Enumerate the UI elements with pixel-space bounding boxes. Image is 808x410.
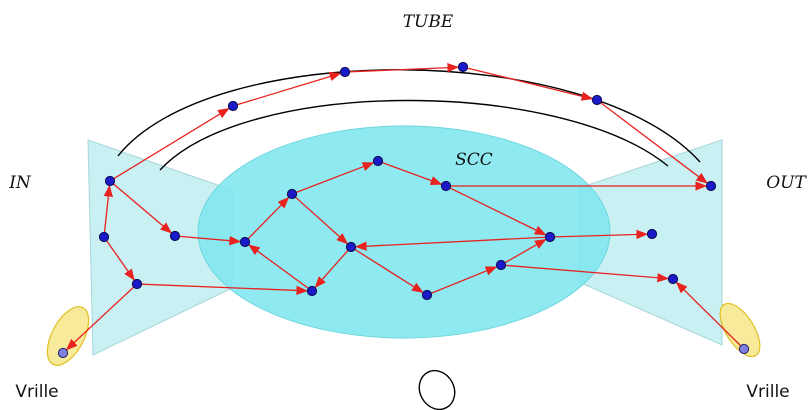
node-tube_4	[591, 94, 603, 106]
edge-scc_i-to-scc_g	[504, 238, 547, 264]
edge-scc_f-to-scc_e	[314, 250, 349, 289]
node-tendril_left_node	[57, 347, 69, 359]
edge-tube_2-to-tube_3	[349, 62, 460, 73]
tendril-right-blob	[719, 302, 761, 358]
edges-layer	[65, 62, 742, 351]
tendril-right-label: Vrille	[746, 382, 789, 402]
node-out_bottom	[667, 273, 679, 285]
tendril-left-blob	[46, 306, 90, 366]
node-out_top	[705, 180, 717, 192]
scc-label: SCC	[455, 150, 493, 170]
edge-in_left-to-in_bottom	[106, 240, 135, 281]
edge-in_bottom-to-tendril_left_node	[65, 286, 135, 351]
node-in_left	[98, 231, 110, 243]
edge-scc_c-to-scc_d	[382, 161, 443, 185]
nodes-layer	[57, 61, 750, 359]
edge-tube_1-to-tube_2	[237, 72, 342, 106]
edge-scc_i-to-out_bottom	[505, 264, 670, 283]
edge-in_bottom-to-scc_e	[141, 283, 309, 296]
edge-scc_b-to-scc_f	[294, 196, 349, 245]
edge-scc_e-to-scc_a	[248, 244, 309, 289]
tendril-left-label: Vrille	[15, 382, 58, 402]
node-scc_a	[239, 236, 251, 248]
in-label: IN	[8, 173, 32, 193]
edge-scc_a-to-scc_b	[247, 196, 290, 240]
edge-tendril_right_node-to-out_bottom	[675, 281, 742, 347]
node-scc_b	[286, 188, 298, 200]
edge-scc_f-to-scc_h	[354, 248, 424, 293]
edge-in_left-to-in_top	[103, 184, 113, 233]
node-scc_e	[306, 285, 318, 297]
node-scc_i	[495, 259, 507, 271]
edge-in_mid-to-scc_a	[179, 235, 242, 246]
node-scc_h	[421, 289, 433, 301]
node-scc_d	[440, 180, 452, 192]
scc-region	[197, 125, 611, 339]
node-scc_f	[345, 241, 357, 253]
tube-label: TUBE	[403, 12, 454, 32]
node-scc_c	[372, 155, 384, 167]
node-tube_1	[227, 100, 239, 112]
node-out_mid	[646, 228, 658, 240]
edge-in_top-to-in_mid	[113, 183, 172, 234]
node-in_mid	[169, 230, 181, 242]
node-tube_3	[457, 61, 469, 73]
edge-in_top-to-tube_1	[113, 108, 230, 180]
out-label: OUT	[766, 173, 807, 193]
node-tube_2	[339, 66, 351, 78]
node-in_bottom	[131, 278, 143, 290]
edge-scc_h-to-scc_i	[431, 266, 498, 294]
edge-scc_b-to-scc_c	[296, 162, 375, 193]
disconnected-component	[418, 369, 456, 410]
edge-scc_g-to-scc_f	[354, 236, 546, 251]
edge-tube_4-to-out_top	[600, 102, 708, 184]
node-in_top	[104, 175, 116, 187]
tube-inner-arc	[159, 99, 669, 171]
edge-scc_d-to-scc_g	[449, 187, 547, 236]
node-scc_g	[544, 231, 556, 243]
edge-scc_g-to-out_mid	[554, 229, 649, 240]
edge-tube_3-to-tube_4	[467, 67, 594, 101]
node-tendril_right_node	[738, 343, 750, 355]
